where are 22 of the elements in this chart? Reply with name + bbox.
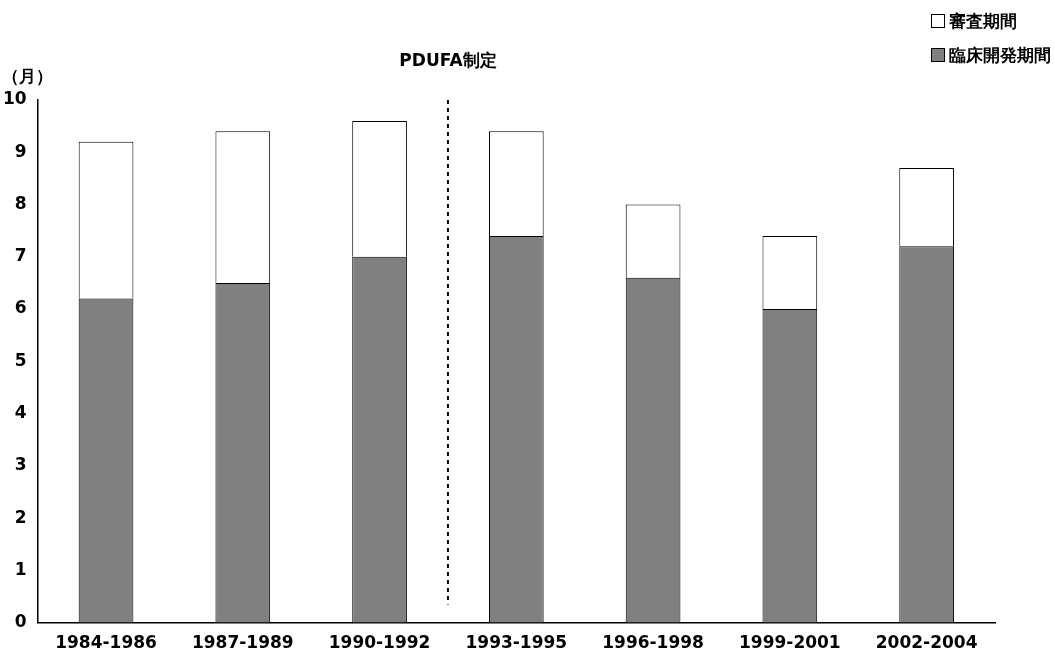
- y-tick-label: 3: [14, 454, 27, 475]
- y-tick-label: 5: [14, 349, 27, 370]
- y-tick-label: 2: [14, 506, 27, 527]
- y-tick-label: 10: [2, 88, 27, 109]
- y-tick-label: 7: [14, 245, 27, 266]
- y-tick-label: 6: [14, 297, 27, 318]
- y-tick-label: 4: [14, 401, 27, 422]
- x-tick-label: 1999-2001: [739, 632, 841, 653]
- text: PDUFA制定: [399, 49, 497, 70]
- x-tick-label: 1984-1986: [55, 632, 157, 653]
- x-tick-label: 1987-1989: [191, 632, 294, 653]
- x-tick-label: 1993-1995: [465, 632, 568, 653]
- legend-label: 臨床開発期間: [949, 45, 1051, 65]
- x-tick-label: 2002-2004: [875, 632, 978, 653]
- y-axis-title: （月）: [2, 65, 53, 86]
- x-tick-label: 1990-1992: [328, 632, 431, 653]
- y-tick-label: 9: [14, 140, 27, 161]
- y-tick-label: 8: [14, 192, 27, 213]
- text: 審査期間: [949, 11, 1017, 31]
- y-tick-label: 0: [14, 611, 27, 632]
- y-tick-label: 1: [14, 558, 27, 579]
- x-tick-label: 1996-1998: [602, 632, 704, 653]
